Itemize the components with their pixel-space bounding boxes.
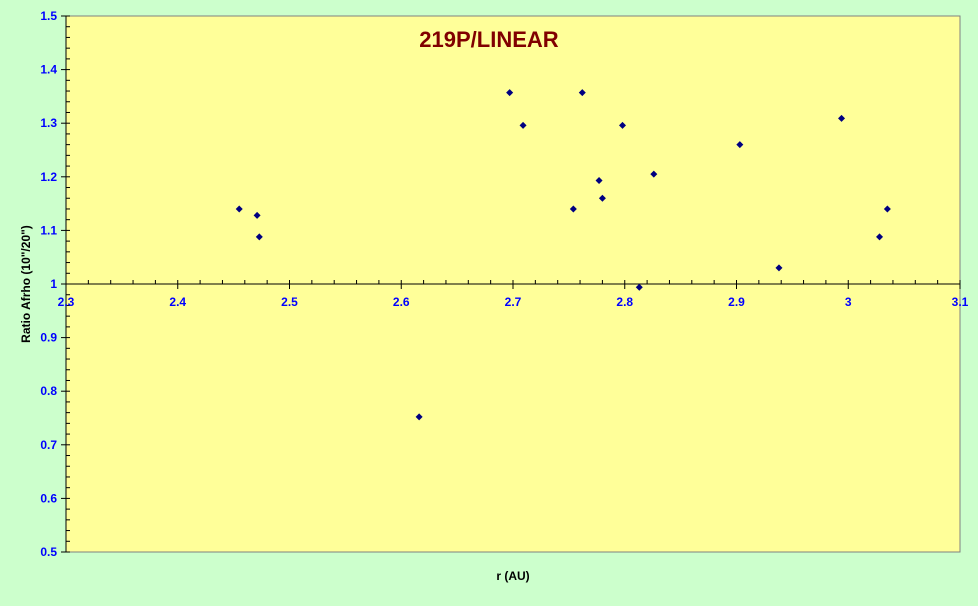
data-series [235,89,891,421]
y-tick-label: 0.7 [40,438,57,452]
x-tick-label: 2.8 [616,295,633,309]
data-point [598,194,606,202]
y-tick-label: 1.1 [40,223,57,237]
data-point [876,233,884,241]
data-point [519,121,527,129]
x-tick-label: 2.3 [58,295,75,309]
y-tick-label: 1 [50,277,57,291]
data-point [883,205,891,213]
data-point [569,205,577,213]
y-tick-label: 0.9 [40,331,57,345]
data-point [235,205,243,213]
chart-title: 219P/LINEAR [419,27,558,52]
data-point [253,211,261,219]
x-tick-label: 2.4 [169,295,186,309]
data-point [838,114,846,122]
y-tick-label: 1.4 [40,63,57,77]
x-tick-label: 2.7 [505,295,522,309]
x-axis-title: r (AU) [496,569,529,583]
data-point [506,89,514,97]
x-tick-label: 2.6 [393,295,410,309]
x-tick-label: 3.1 [952,295,969,309]
x-axis: 2.3 2.4 2.5 2.6 2.7 2.8 2.9 3 3.1 [58,280,969,309]
data-point [775,264,783,272]
data-point [635,283,643,291]
data-point [415,413,423,421]
x-tick-label: 2.9 [728,295,745,309]
data-point [578,89,586,97]
data-point [736,141,744,149]
data-point [255,233,263,241]
data-point [650,170,658,178]
y-axis: 0.5 0.6 0.7 0.8 0.9 1 1.1 1.2 1.3 1.4 1.5 [40,9,70,559]
data-point [619,121,627,129]
y-tick-label: 1.5 [40,9,57,23]
x-tick-label: 2.5 [281,295,298,309]
x-tick-label: 3 [845,295,852,309]
y-tick-label: 0.6 [40,491,57,505]
y-tick-label: 0.8 [40,384,57,398]
y-tick-label: 0.5 [40,545,57,559]
y-tick-label: 1.2 [40,170,57,184]
data-point [595,177,603,185]
y-tick-label: 1.3 [40,116,57,130]
y-axis-title: Ratio Afrho (10"/20") [19,225,33,343]
